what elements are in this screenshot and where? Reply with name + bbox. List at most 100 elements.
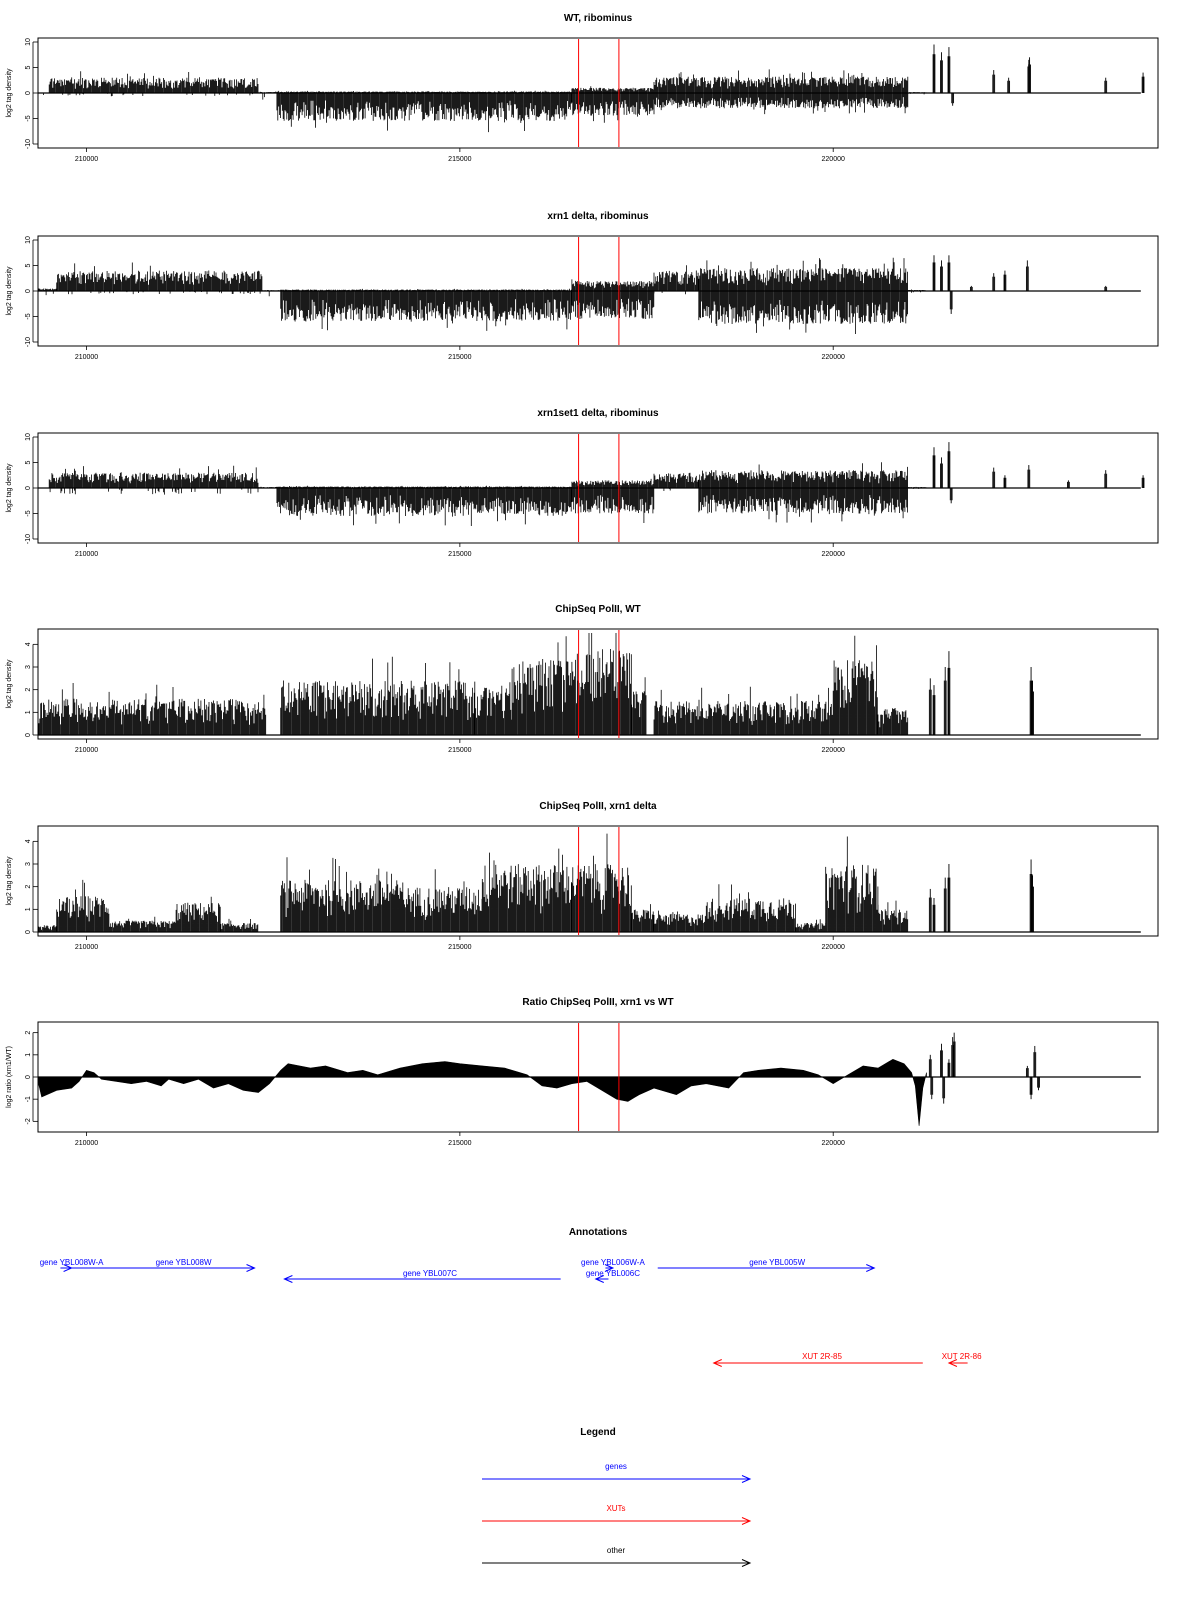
gene-label: gene YBL006C <box>586 1269 640 1278</box>
chart-panel: xrn1 delta, ribominus -10 -5 0 5 10 log2 tag d… <box>6 211 1159 361</box>
arrow-head <box>741 1475 752 1483</box>
annotations-title: Annotations <box>569 1227 628 1238</box>
plot-frame <box>37 825 1159 937</box>
chart-panel: ChipSeq PolII, xrn1 delta 0 1 2 3 4 log2 tag d… <box>6 801 1159 951</box>
y-tick-label: -5 <box>25 115 32 121</box>
y-tick-label: -10 <box>25 139 32 149</box>
legend-item-label: other <box>607 1546 626 1555</box>
x-tick-label: 215000 <box>448 354 471 361</box>
y-tick-label: 1 <box>25 907 32 911</box>
y-axis-label: log2 tag density <box>6 68 13 118</box>
y-tick-label: 5 <box>25 460 32 464</box>
y-tick-label: 2 <box>25 1031 32 1035</box>
x-tick-label: 210000 <box>75 747 98 754</box>
arrow-head <box>712 1359 722 1367</box>
x-tick-label: 220000 <box>822 944 845 951</box>
y-tick-label: 4 <box>25 839 32 843</box>
y-tick-label: 3 <box>25 665 32 669</box>
y-tick-label: 10 <box>25 236 32 244</box>
x-tick-label: 220000 <box>822 551 845 558</box>
y-tick-label: -5 <box>25 510 32 516</box>
y-axis-label: log2 tag density <box>6 266 13 316</box>
chart-panel: ChipSeq PolII, WT 0 1 2 3 4 log2 tag density 21… <box>6 604 1159 754</box>
arrow-head <box>283 1275 293 1283</box>
density-bars <box>37 633 909 735</box>
x-tick-label: 215000 <box>448 551 471 558</box>
y-tick-label: -1 <box>25 1096 32 1102</box>
y-tick-label: 5 <box>25 65 32 69</box>
gene-label: gene YBL006W-A <box>581 1258 645 1267</box>
legend-title: Legend <box>580 1427 616 1438</box>
chart-title: ChipSeq PolII, WT <box>555 604 641 615</box>
legend-item-label: genes <box>605 1462 627 1471</box>
gene-label: gene YBL007C <box>403 1269 457 1278</box>
y-axis-label: log2 tag density <box>6 463 13 513</box>
y-tick-label: -2 <box>25 1118 32 1124</box>
y-tick-label: -10 <box>25 337 32 347</box>
legend-item-label: XUTs <box>606 1504 625 1513</box>
legend-panel: Legend genes XUTs other <box>482 1427 752 1567</box>
xut-label: XUT 2R-85 <box>802 1352 842 1361</box>
annotations-panel: Annotations gene YBL008W-A gene YBL008W gen… <box>40 1227 982 1367</box>
x-tick-label: 215000 <box>448 1140 471 1147</box>
y-axis-label: log2 tag density <box>6 659 13 709</box>
y-tick-label: 2 <box>25 885 32 889</box>
ratio-area <box>37 1058 927 1126</box>
y-axis-label: log2 tag density <box>6 856 13 906</box>
arrow-head <box>741 1517 752 1525</box>
x-tick-label: 215000 <box>448 944 471 951</box>
y-tick-label: 1 <box>25 1053 32 1057</box>
y-tick-label: 0 <box>25 91 32 95</box>
y-tick-label: 1 <box>25 710 32 714</box>
arrow-head <box>604 1264 615 1272</box>
chart-panel: WT, ribominus -10 -5 0 5 10 log2 tag density 21… <box>6 13 1159 163</box>
gene-label: gene YBL008W-A <box>40 1258 104 1267</box>
y-tick-label: -5 <box>25 313 32 319</box>
x-tick-label: 220000 <box>822 1140 845 1147</box>
arrow-head <box>594 1275 604 1283</box>
density-bars <box>48 462 927 526</box>
x-tick-label: 220000 <box>822 747 845 754</box>
x-tick-label: 215000 <box>448 156 471 163</box>
arrow-head <box>866 1264 876 1272</box>
gene-label: gene YBL008W <box>156 1258 212 1267</box>
y-tick-label: 0 <box>25 930 32 934</box>
chart-title: Ratio ChipSeq PolII, xrn1 vs WT <box>522 997 673 1008</box>
chart-title: ChipSeq PolII, xrn1 delta <box>539 801 657 812</box>
y-tick-label: 0 <box>25 289 32 293</box>
chart-title: xrn1set1 delta, ribominus <box>537 408 659 419</box>
chart-title: WT, ribominus <box>564 13 633 24</box>
x-tick-label: 220000 <box>822 156 845 163</box>
chart-title: xrn1 delta, ribominus <box>547 211 649 222</box>
y-tick-label: 0 <box>25 733 32 737</box>
x-tick-label: 210000 <box>75 551 98 558</box>
y-tick-label: 3 <box>25 862 32 866</box>
arrow-head <box>741 1559 752 1567</box>
x-tick-label: 210000 <box>75 944 98 951</box>
chart-panel: Ratio ChipSeq PolII, xrn1 vs WT -2 -1 0 1 2 lo… <box>6 997 1159 1147</box>
y-tick-label: 5 <box>25 263 32 267</box>
x-tick-label: 210000 <box>75 1140 98 1147</box>
x-tick-label: 215000 <box>448 747 471 754</box>
plot-frame <box>37 628 1159 740</box>
gene-label: gene YBL005W <box>749 1258 805 1267</box>
x-tick-label: 220000 <box>822 354 845 361</box>
y-tick-label: -10 <box>25 534 32 544</box>
density-bars <box>37 257 927 334</box>
y-axis-label: log2 ratio (xrn1/WT) <box>6 1046 13 1108</box>
y-tick-label: 10 <box>25 38 32 46</box>
chart-panel: xrn1set1 delta, ribominus -10 -5 0 5 10 log2 t… <box>6 408 1159 558</box>
x-tick-label: 210000 <box>75 156 98 163</box>
y-tick-label: 2 <box>25 688 32 692</box>
y-tick-label: 0 <box>25 1075 32 1079</box>
y-tick-label: 4 <box>25 642 32 646</box>
density-bars <box>37 833 909 932</box>
y-tick-label: 0 <box>25 486 32 490</box>
x-tick-label: 210000 <box>75 354 98 361</box>
arrow-head <box>246 1264 256 1272</box>
density-bars <box>43 69 927 133</box>
y-tick-label: 10 <box>25 433 32 441</box>
arrow-head <box>947 1359 958 1367</box>
xut-label: XUT 2R-86 <box>942 1352 982 1361</box>
